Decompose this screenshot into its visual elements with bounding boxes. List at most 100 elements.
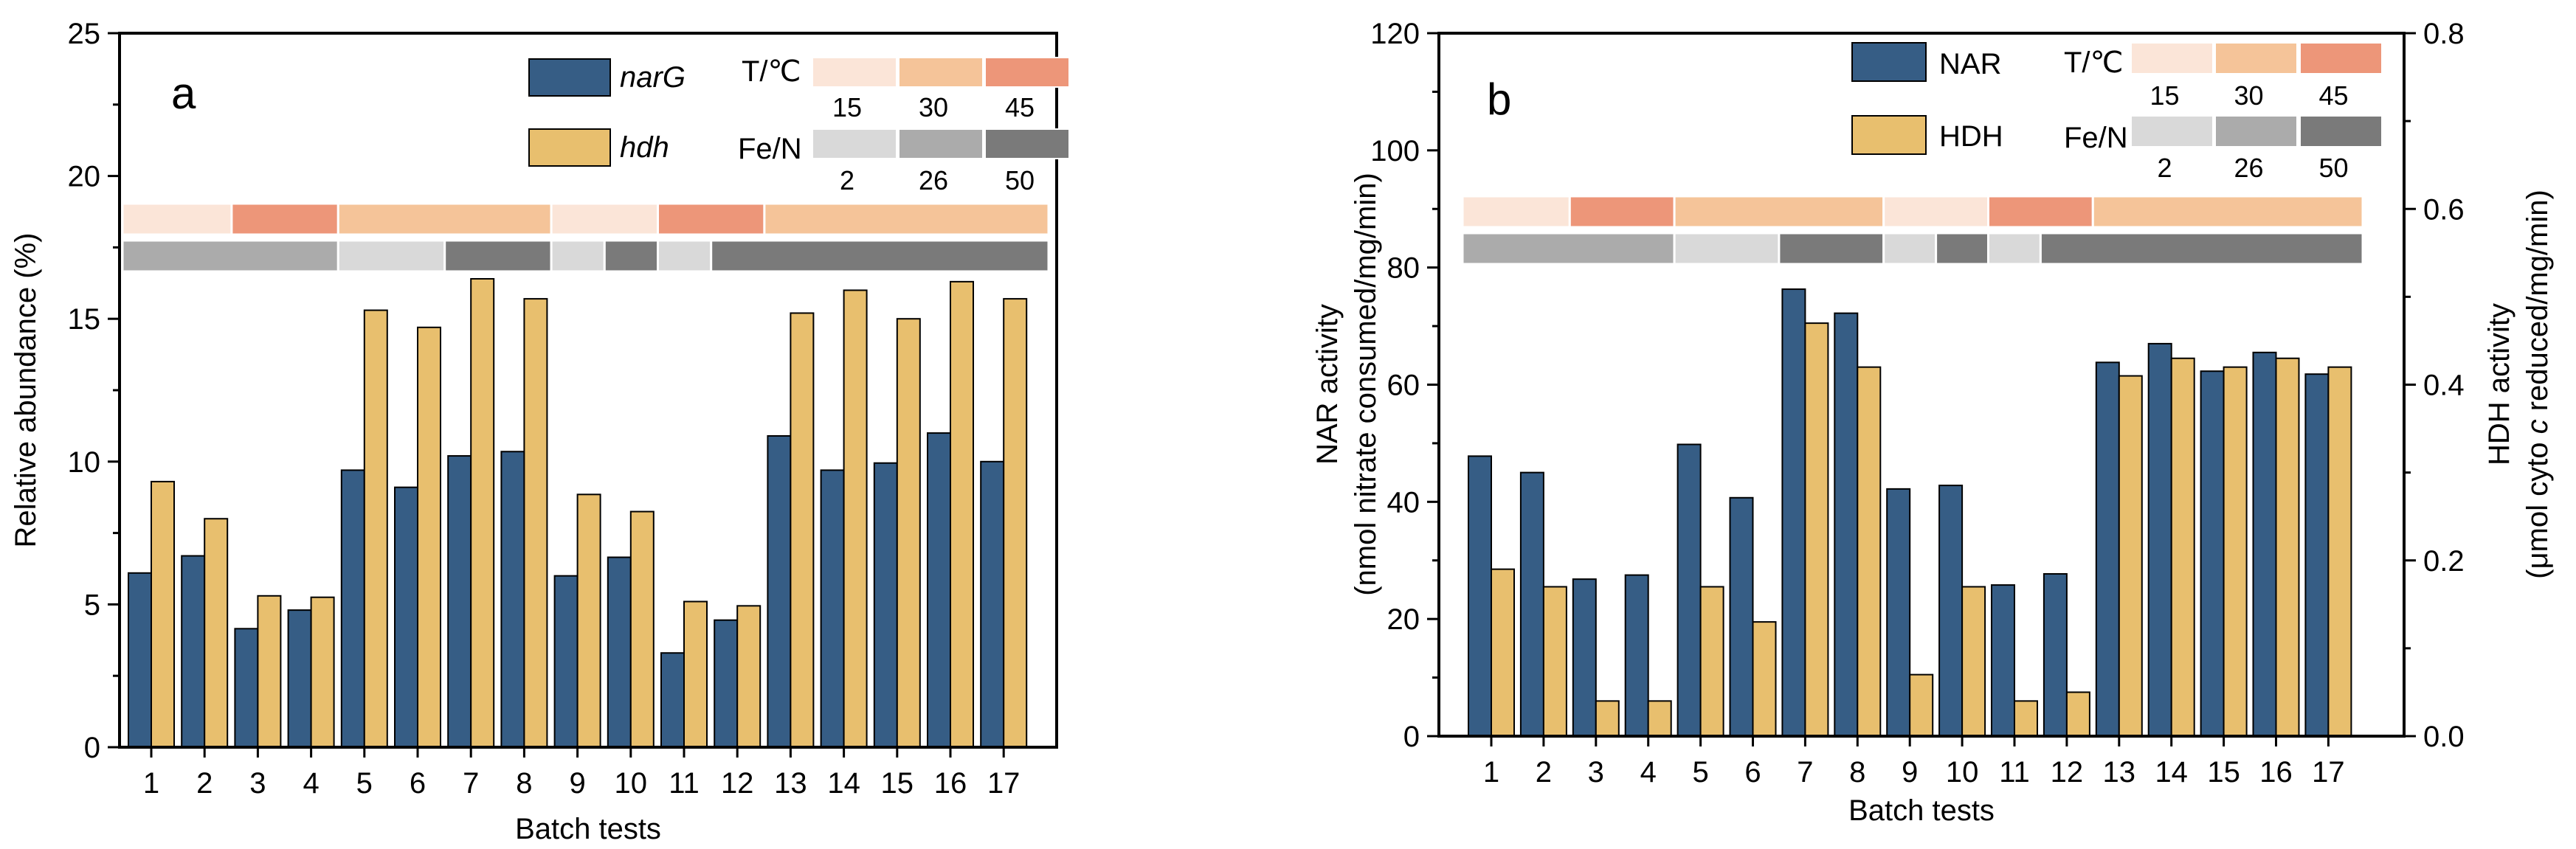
fe-n-legend-swatch-26 xyxy=(2214,115,2298,148)
bar-hdh-14 xyxy=(843,289,868,749)
bar-nar-12 xyxy=(2043,573,2068,737)
bar-narg-10 xyxy=(607,556,632,749)
bar-narg-6 xyxy=(394,486,418,748)
legend-swatch-hdh xyxy=(1851,115,1927,155)
bar-hdh-7 xyxy=(1804,322,1829,737)
fe-n-strip-segment-2 xyxy=(657,239,713,273)
bar-nar-3 xyxy=(1572,578,1597,737)
y-tick-label: 80 xyxy=(1387,252,1420,285)
bar-hdh-9 xyxy=(576,493,601,748)
bar-nar-13 xyxy=(2095,361,2120,737)
temperature-strip-segment-15 xyxy=(550,202,659,236)
bar-nar-9 xyxy=(1886,488,1911,738)
bar-hdh-7 xyxy=(470,277,495,748)
bar-nar-5 xyxy=(1677,443,1702,737)
x-tick-label: 5 xyxy=(356,767,373,800)
bar-nar-8 xyxy=(1834,312,1859,737)
x-tick-label: 6 xyxy=(1744,756,1761,789)
bar-nar-1 xyxy=(1468,455,1492,737)
panel-b-y2-axis-label: HDH activity (μmol cyto c reduced/mg/min… xyxy=(2483,190,2554,579)
x-tick-label: 3 xyxy=(249,767,266,800)
bar-narg-1 xyxy=(128,572,152,748)
temperature-legend-label-30: 30 xyxy=(2234,80,2263,111)
bar-hdh-13 xyxy=(790,312,815,748)
bar-nar-2 xyxy=(1519,471,1544,737)
x-tick-label: 16 xyxy=(2259,756,2293,789)
bar-hdh-3 xyxy=(257,595,282,748)
panel-a-y-axis-ticks: 0 5 10 15 20 25 xyxy=(68,18,120,764)
fe-n-strip-segment-50 xyxy=(710,239,1050,273)
legend-label-narg: narG xyxy=(620,61,686,94)
y2-tick-label: 0.4 xyxy=(2423,370,2465,402)
legend-swatch-nar xyxy=(1851,42,1927,82)
bar-hdh-11 xyxy=(683,600,708,749)
fe-n-legend-title: Fe/N xyxy=(738,133,802,165)
fe-n-legend-label-2: 2 xyxy=(2157,153,2172,183)
y-tick-label: 10 xyxy=(68,446,101,479)
temperature-legend-label-15: 15 xyxy=(2149,80,2179,111)
panel-a-bars xyxy=(128,277,1028,749)
panel-a-legend: narG hdh xyxy=(528,58,686,167)
y-tick-label: 120 xyxy=(1370,18,1420,50)
fe-n-legend-label-26: 26 xyxy=(919,165,948,195)
bar-narg-7 xyxy=(447,455,472,749)
panel-b-x-axis-label: Batch tests xyxy=(1848,794,1995,827)
x-tick-label: 7 xyxy=(1797,756,1813,789)
x-tick-label: 9 xyxy=(1902,756,1918,789)
bar-narg-9 xyxy=(553,575,579,748)
bar-narg-17 xyxy=(980,460,1005,748)
bar-hdh-13 xyxy=(2118,375,2143,737)
fe-n-strip-segment-26 xyxy=(1461,232,1676,266)
fe-n-strip-segment-2 xyxy=(1987,232,2042,266)
fe-n-legend-swatch-2 xyxy=(812,128,897,159)
x-tick-label: 14 xyxy=(827,767,860,800)
x-tick-label: 11 xyxy=(669,767,700,800)
panel-b-y2-axis-label-line2: (μmol cyto c reduced/mg/min) xyxy=(2521,190,2554,579)
bar-narg-4 xyxy=(287,609,312,748)
bar-hdh-16 xyxy=(2275,357,2300,737)
x-tick-label: 2 xyxy=(1536,756,1552,789)
y-tick-label: 60 xyxy=(1387,370,1420,402)
bar-hdh-12 xyxy=(2065,691,2090,737)
panel-b-y-axis-label-line2: (nmol nitrate consumed/mg/min) xyxy=(1350,173,1382,596)
bar-nar-15 xyxy=(2200,370,2225,737)
fe-n-strip-segment-50 xyxy=(1778,232,1885,266)
x-tick-label: 5 xyxy=(1692,756,1708,789)
bar-narg-3 xyxy=(234,628,259,749)
x-tick-label: 2 xyxy=(196,767,213,800)
y2-tick-label: 0.2 xyxy=(2423,545,2465,578)
bar-hdh-4 xyxy=(310,596,335,748)
temperature-strip-segment-45 xyxy=(1987,195,2094,229)
y-tick-label: 5 xyxy=(84,589,100,621)
legend-label-hdh-activity: HDH xyxy=(1939,120,2003,153)
legend-swatch-narg xyxy=(528,58,611,97)
y2-label-suffix: reduced/mg/min) xyxy=(2521,190,2554,419)
panel-a-fe-n-legend: Fe/N 2 26 50 xyxy=(738,128,1070,195)
bar-nar-10 xyxy=(1938,485,1964,737)
x-tick-label: 1 xyxy=(1483,756,1499,789)
panel-a-condition-strips xyxy=(121,202,1050,273)
bar-narg-16 xyxy=(927,432,951,749)
bar-hdh-5 xyxy=(1699,586,1724,737)
fe-n-strip-segment-2 xyxy=(550,239,606,273)
temperature-legend-label-45: 45 xyxy=(1005,92,1035,122)
fe-n-legend-label-50: 50 xyxy=(1005,165,1035,195)
x-tick-label: 8 xyxy=(1849,756,1865,789)
y-tick-label: 20 xyxy=(68,161,101,193)
temperature-strip-segment-45 xyxy=(1568,195,1676,229)
x-tick-label: 10 xyxy=(1946,756,1979,789)
y2-tick-label: 0.0 xyxy=(2423,721,2465,753)
x-tick-label: 15 xyxy=(2207,756,2240,789)
bar-narg-15 xyxy=(873,462,898,749)
y-tick-label: 0 xyxy=(1403,721,1420,753)
temperature-legend-swatch-15 xyxy=(812,57,897,88)
fe-n-strip-segment-2 xyxy=(1882,232,1938,266)
temperature-strip-segment-15 xyxy=(1882,195,1989,229)
bar-narg-8 xyxy=(500,451,525,748)
panel-b-right-y-axis-ticks: 0.0 0.2 0.4 0.6 0.8 xyxy=(2404,18,2465,753)
panel-a-x-axis-label: Batch tests xyxy=(515,813,661,845)
panel-b-left-y-axis-ticks: 0 20 40 60 80 100 120 xyxy=(1370,18,1439,753)
legend-label-nar: NAR xyxy=(1939,48,2001,80)
panel-a-frame xyxy=(118,32,1058,749)
x-tick-label: 1 xyxy=(143,767,159,800)
